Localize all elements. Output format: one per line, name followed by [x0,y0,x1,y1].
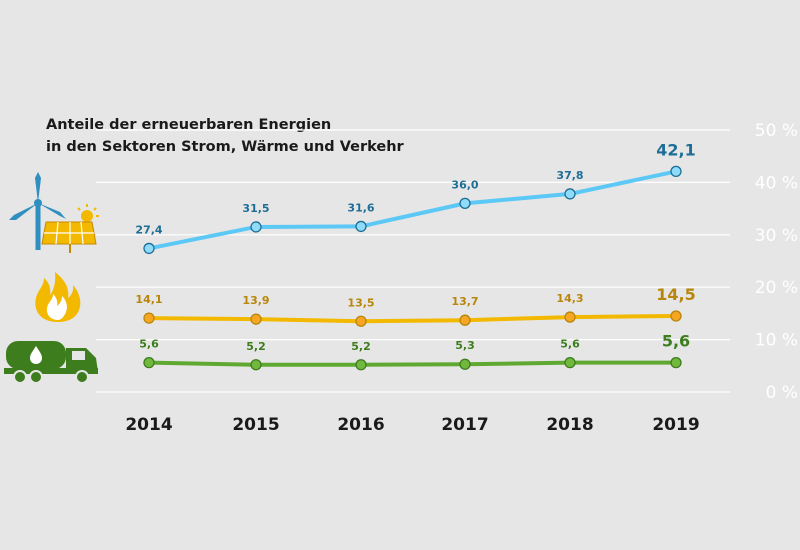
chart-subtitle: in den Sektoren Strom, Wärme und Verkehr [46,139,404,155]
y-tick-label: 30 % [755,226,798,246]
data-point [670,165,682,178]
data-label: 31,5 [242,202,269,215]
data-label: 5,6 [139,338,159,351]
data-label: 42,1 [656,140,695,159]
data-label: 14,1 [135,293,162,306]
y-axis-ticks: 0 % 10 % 20 % 30 % 40 % 50 % [755,121,798,403]
data-label: 5,2 [351,340,371,353]
data-label: 31,6 [347,201,374,214]
y-tick-label: 20 % [755,278,798,298]
data-label: 14,5 [656,285,695,304]
gridlines [96,129,730,393]
data-point [564,311,576,323]
chart-title: Anteile der erneuerbaren Energien [46,117,332,133]
series-line [148,314,677,324]
y-tick-label: 40 % [755,173,798,193]
data-label: 5,6 [662,332,690,351]
data-point [670,357,682,369]
x-tick-label: 2017 [441,415,488,435]
flame-icon [35,272,81,322]
series-line [148,360,676,367]
data-label: 5,3 [455,339,475,352]
data-point [459,358,471,370]
data-label: 27,4 [135,223,162,236]
data-point [250,359,262,371]
tanker-truck-icon [4,341,98,384]
data-point [143,312,155,324]
x-tick-label: 2019 [652,415,699,435]
data-point [143,357,155,369]
data-point [355,315,367,327]
data-point [459,197,471,210]
data-label: 36,0 [451,178,478,191]
x-tick-label: 2015 [232,415,279,435]
x-tick-label: 2016 [337,415,384,435]
data-label: 5,2 [246,340,266,353]
data-point [670,310,682,322]
series-line [148,169,677,251]
data-point [355,359,367,371]
data-label: 37,8 [556,169,583,182]
y-tick-label: 50 % [755,121,798,141]
series-verkehr: 5,6 5,2 5,2 5,3 5,6 5,6 [139,332,690,371]
x-tick-label: 2014 [125,415,172,435]
y-tick-label: 0 % [766,383,798,403]
data-label: 13,7 [451,295,478,308]
data-point [250,313,262,325]
chart-title-block: Anteile der erneuerbaren Energien in den… [46,114,404,158]
data-point [564,357,576,369]
data-label: 5,6 [560,338,580,351]
series-wärme: 14,1 13,9 13,5 13,7 14,3 14,5 [135,285,696,327]
data-label: 14,3 [556,292,583,305]
data-label: 13,5 [347,296,374,309]
wind-solar-icon [9,172,99,253]
data-point [250,221,262,233]
data-label: 13,9 [242,294,269,307]
y-tick-label: 10 % [755,331,798,351]
data-point [564,188,576,200]
data-point [459,314,471,326]
series-strom: 27,4 31,5 31,6 36,0 37,8 42,1 [135,140,696,255]
series-group: 27,4 31,5 31,6 36,0 37,8 42,1 14,1 13,9 13,5 13,7… [135,140,696,371]
data-point [143,242,155,255]
data-point [355,220,367,233]
x-axis-labels: 2014 2015 2016 2017 2018 2019 [125,415,699,435]
x-tick-label: 2018 [546,415,593,435]
